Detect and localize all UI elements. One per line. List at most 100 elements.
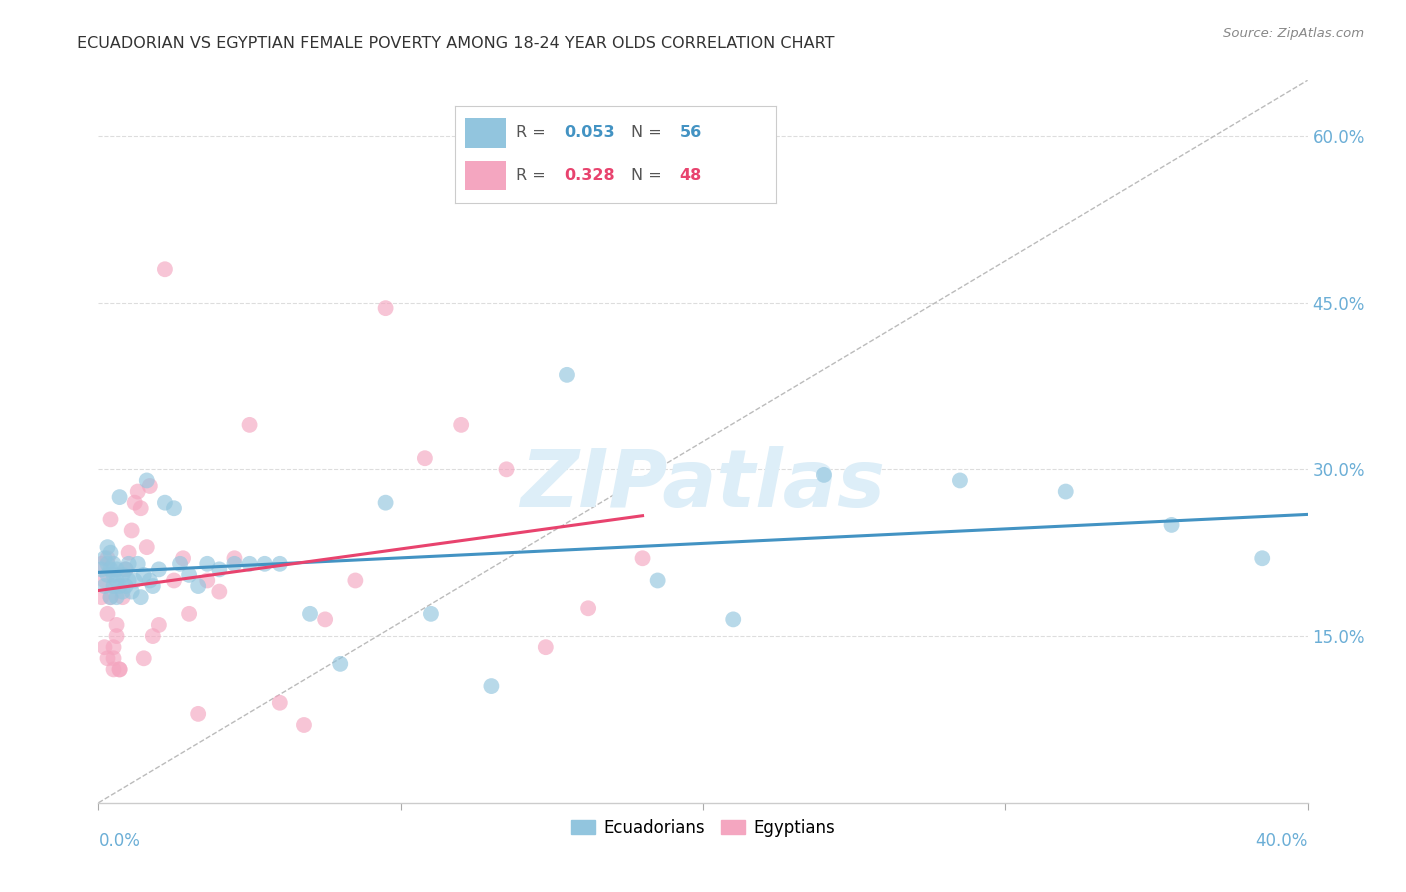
Egyptians — [127, 484, 149, 499]
Egyptians — [314, 612, 336, 626]
Ecuadorians — [114, 579, 136, 593]
Text: 0.0%: 0.0% — [98, 831, 141, 850]
Egyptians — [139, 479, 162, 493]
Egyptians — [103, 640, 125, 655]
Egyptians — [103, 662, 125, 676]
Egyptians — [374, 301, 396, 315]
Ecuadorians — [269, 557, 291, 571]
Ecuadorians — [949, 474, 972, 488]
Egyptians — [100, 512, 122, 526]
Egyptians — [179, 607, 201, 621]
Text: Source: ZipAtlas.com: Source: ZipAtlas.com — [1223, 27, 1364, 40]
Text: ZIPatlas: ZIPatlas — [520, 446, 886, 524]
Egyptians — [105, 629, 128, 643]
Ecuadorians — [118, 557, 141, 571]
Egyptians — [208, 584, 231, 599]
Egyptians — [450, 417, 472, 432]
Ecuadorians — [132, 568, 155, 582]
Ecuadorians — [93, 551, 115, 566]
Egyptians — [96, 607, 118, 621]
Egyptians — [534, 640, 557, 655]
Ecuadorians — [96, 557, 118, 571]
Ecuadorians — [111, 568, 134, 582]
Egyptians — [96, 651, 118, 665]
Ecuadorians — [169, 557, 191, 571]
Egyptians — [413, 451, 436, 466]
Ecuadorians — [1160, 517, 1182, 532]
Ecuadorians — [374, 496, 396, 510]
Egyptians — [631, 551, 654, 566]
Egyptians — [96, 551, 118, 566]
Egyptians — [90, 590, 112, 604]
Ecuadorians — [114, 562, 136, 576]
Egyptians — [118, 546, 141, 560]
Ecuadorians — [163, 501, 186, 516]
Egyptians — [114, 562, 136, 576]
Ecuadorians — [100, 546, 122, 560]
Ecuadorians — [139, 574, 162, 588]
Ecuadorians — [1054, 484, 1077, 499]
Egyptians — [239, 417, 262, 432]
Egyptians — [148, 618, 170, 632]
Ecuadorians — [108, 579, 131, 593]
Ecuadorians — [239, 557, 262, 571]
Egyptians — [111, 590, 134, 604]
Ecuadorians — [100, 562, 122, 576]
Ecuadorians — [723, 612, 745, 626]
Egyptians — [142, 629, 165, 643]
Egyptians — [195, 574, 218, 588]
Egyptians — [187, 706, 209, 721]
Egyptians — [108, 662, 131, 676]
Egyptians — [93, 640, 115, 655]
Egyptians — [224, 551, 246, 566]
Ecuadorians — [103, 557, 125, 571]
Ecuadorians — [100, 590, 122, 604]
Egyptians — [132, 651, 155, 665]
Ecuadorians — [420, 607, 443, 621]
Ecuadorians — [153, 496, 176, 510]
Ecuadorians — [105, 590, 128, 604]
Ecuadorians — [299, 607, 322, 621]
Ecuadorians — [208, 562, 231, 576]
Ecuadorians — [179, 568, 201, 582]
Ecuadorians — [148, 562, 170, 576]
Ecuadorians — [253, 557, 276, 571]
Ecuadorians — [124, 574, 146, 588]
Egyptians — [153, 262, 176, 277]
Egyptians — [163, 574, 186, 588]
Egyptians — [90, 557, 112, 571]
Ecuadorians — [96, 540, 118, 554]
Egyptians — [292, 718, 315, 732]
Ecuadorians — [195, 557, 218, 571]
Text: ECUADORIAN VS EGYPTIAN FEMALE POVERTY AMONG 18-24 YEAR OLDS CORRELATION CHART: ECUADORIAN VS EGYPTIAN FEMALE POVERTY AM… — [77, 36, 835, 51]
Ecuadorians — [142, 579, 165, 593]
Ecuadorians — [103, 579, 125, 593]
Egyptians — [129, 501, 152, 516]
Ecuadorians — [813, 467, 835, 482]
Egyptians — [344, 574, 367, 588]
Ecuadorians — [90, 562, 112, 576]
Ecuadorians — [1251, 551, 1274, 566]
Ecuadorians — [127, 557, 149, 571]
Ecuadorians — [555, 368, 578, 382]
Ecuadorians — [96, 568, 118, 582]
Egyptians — [135, 540, 157, 554]
Egyptians — [105, 618, 128, 632]
Egyptians — [495, 462, 517, 476]
Egyptians — [93, 574, 115, 588]
Ecuadorians — [118, 574, 141, 588]
Ecuadorians — [108, 490, 131, 504]
Ecuadorians — [129, 590, 152, 604]
Legend: Ecuadorians, Egyptians: Ecuadorians, Egyptians — [562, 810, 844, 845]
Egyptians — [121, 524, 143, 538]
Egyptians — [172, 551, 194, 566]
Text: 40.0%: 40.0% — [1256, 831, 1308, 850]
Ecuadorians — [224, 557, 246, 571]
Egyptians — [269, 696, 291, 710]
Ecuadorians — [329, 657, 352, 671]
Egyptians — [108, 662, 131, 676]
Ecuadorians — [103, 568, 125, 582]
Ecuadorians — [105, 562, 128, 576]
Ecuadorians — [93, 579, 115, 593]
Egyptians — [103, 651, 125, 665]
